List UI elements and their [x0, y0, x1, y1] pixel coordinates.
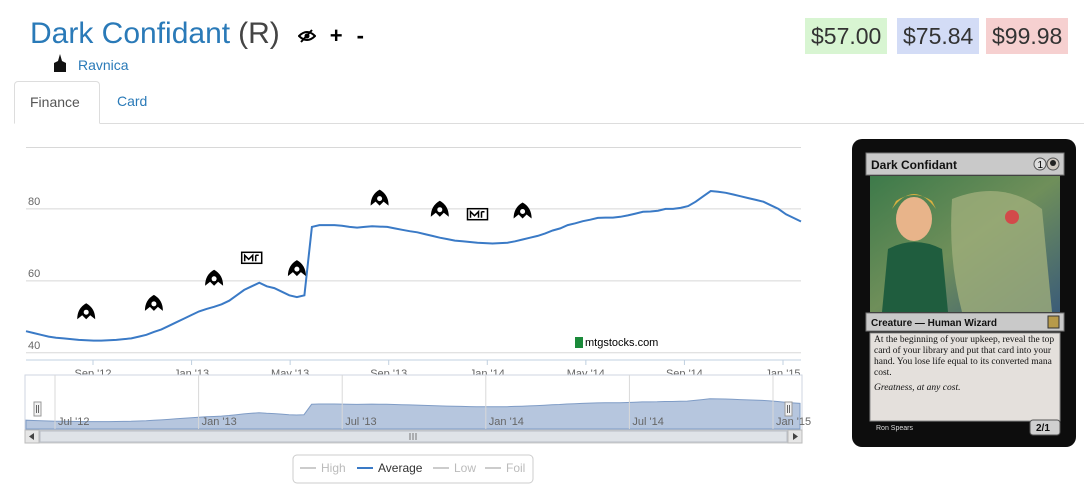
theros-icon[interactable]: [287, 260, 306, 277]
legend-label-foil: Foil: [506, 461, 525, 475]
add-to-collection-button[interactable]: +: [329, 23, 343, 48]
card-image-name: Dark Confidant: [871, 158, 957, 172]
card-image: Dark Confidant 1 Creature — Human Wizard…: [852, 139, 1076, 447]
ravnica-set-icon: [52, 53, 68, 77]
legend-item-high[interactable]: High: [300, 461, 346, 475]
y-tick-label: 60: [28, 268, 40, 280]
price-low-badge: $57.00: [805, 18, 888, 54]
tab-card[interactable]: Card: [117, 93, 148, 109]
return-to-ravnica-icon[interactable]: [77, 303, 96, 320]
card-image-artist: Ron Spears: [876, 425, 913, 432]
black-mana-icon: [1046, 157, 1060, 171]
scroll-right-arrow-icon[interactable]: [787, 429, 803, 444]
ravnica-expansion-symbol-icon: [1047, 315, 1060, 329]
card-image-mana-cost: 1: [1038, 160, 1044, 171]
card-name: Dark Confidant: [30, 17, 231, 50]
chart-scrollbar[interactable]: [24, 429, 803, 444]
navigator-right-handle[interactable]: [784, 401, 793, 417]
legend-item-average[interactable]: Average: [357, 461, 423, 475]
navigator-tick-label: Jan '15: [776, 416, 811, 428]
chart-watermark: mtgstocks.com: [585, 337, 658, 349]
y-tick-label: 80: [28, 196, 40, 208]
card-image-type-line: Creature — Human Wizard: [871, 318, 997, 329]
card-art-figure: [882, 191, 1052, 312]
navigator-tick-label: Jan '14: [489, 416, 524, 428]
tab-bar: Finance Card: [14, 81, 1084, 124]
navigator-tick-label: Jul '13: [345, 416, 376, 428]
card-image-power-toughness: 2/1: [1036, 423, 1050, 434]
y-tick-label: 40: [28, 340, 40, 352]
price-high-badge: $99.98: [986, 18, 1069, 54]
card-rarity: (R): [238, 17, 280, 50]
navigator-left-handle[interactable]: [33, 401, 42, 417]
journey-into-nyx-icon[interactable]: [430, 200, 449, 217]
card-image-rules-text: At the beginning of your upkeep, reveal …: [874, 335, 1055, 378]
chart-legend: High Average Low Foil: [292, 454, 534, 484]
card-image-flavor-text: Greatness, at any cost.: [874, 383, 961, 393]
scroll-left-arrow-icon[interactable]: [24, 429, 40, 444]
legend-label-high: High: [321, 461, 346, 475]
gatecrash-icon[interactable]: [144, 294, 163, 311]
navigator-tick-label: Jan '13: [202, 416, 237, 428]
eye-slash-icon[interactable]: [297, 29, 316, 43]
khans-of-tarkir-icon[interactable]: [513, 202, 532, 219]
price-history-chart[interactable]: Sep '12 Jan '13 May '13 Sep '13 Jan '14 May '…: [0, 130, 840, 490]
born-of-the-gods-icon[interactable]: [370, 189, 389, 206]
card-title-bar: Dark Confidant (R) + -: [30, 14, 364, 54]
set-info: Ravnica: [52, 53, 129, 77]
tab-finance[interactable]: Finance: [14, 81, 100, 124]
legend-label-average: Average: [378, 461, 423, 475]
navigator-tick-label: Jul '14: [632, 416, 663, 428]
dragons-maze-icon[interactable]: [205, 269, 224, 286]
m14-icon[interactable]: [240, 251, 263, 265]
legend-item-foil[interactable]: Foil: [485, 461, 525, 475]
legend-item-low[interactable]: Low: [433, 461, 476, 475]
navigator-tick-label: Jul '12: [58, 416, 89, 428]
navigator-series-area: [25, 398, 801, 430]
average-price-line[interactable]: [25, 189, 802, 342]
legend-label-low: Low: [454, 461, 476, 475]
scrollbar-grip-icon: [409, 433, 417, 440]
mtgstocks-logo-icon: [575, 337, 583, 348]
remove-from-collection-button[interactable]: -: [356, 23, 364, 48]
set-name-link[interactable]: Ravnica: [78, 57, 129, 73]
price-average-badge: $75.84: [897, 18, 980, 54]
m15-icon[interactable]: [466, 207, 489, 221]
